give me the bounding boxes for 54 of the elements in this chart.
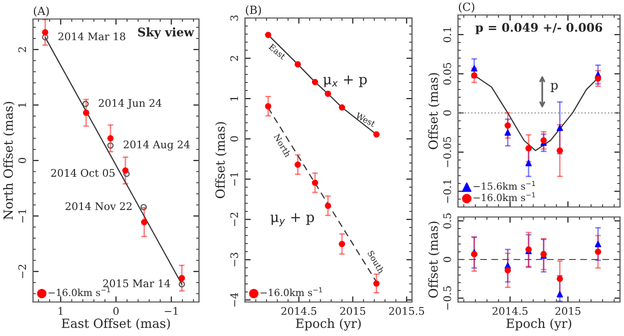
legend-label: −16.0km s$^{−1}$ [474,192,536,202]
y-tick-label: 0 [443,256,452,262]
chart-title: (A) [34,6,49,17]
y-axis-title: North Offset (mas) [3,102,15,220]
y-tick-label: −2 [18,264,26,278]
y-tick-label: 0.1 [443,28,452,42]
chart-title: (B) [246,5,261,16]
x-tick-label: 2014.5 [492,307,528,315]
annotation: μ$_{x}$ + p [323,76,367,88]
annotation: 2015 Mar 14 [103,279,170,288]
x-axis-title: Epoch (yr) [506,318,572,331]
annotation: 2014 Nov 22 [66,202,132,210]
y-tick-label: −3 [230,252,238,266]
x-tick-label: 2015 [555,307,580,315]
y-axis-title: Offset (mas) [428,73,440,150]
x-axis-title: East Offset (mas) [62,318,170,330]
y-tick-label: −1 [230,172,238,186]
legend-label: −16.0km s$^{−1}$ [260,287,322,296]
y-tick-label: 1 [18,103,26,108]
annotation: 2014 Aug 24 [124,140,190,151]
y-tick-label: 0 [18,158,26,164]
y-tick-label: −4 [230,292,238,307]
x-tick-label: 0 [113,307,119,315]
y-tick-label: −1 [18,210,26,223]
y-tick-label: 0 [230,136,238,142]
y-tick-label: −0.1 [443,180,452,203]
y-tick-label: −0.05 [443,136,452,167]
x-tick-label: 2014.5 [281,307,316,315]
annotation: 2014 Oct 05 [51,168,115,177]
x-tick-label: 2015.5 [389,307,424,315]
chart-title: (C) [458,2,474,13]
annotation: 2014 Mar 18 [58,32,126,40]
y-tick-label: 0.05 [443,62,452,85]
y-tick-label: 3 [230,15,238,21]
x-tick-label: 2015 [340,307,366,315]
annotation: p [550,82,558,92]
y-axis-title: Offset (mas) [215,122,227,198]
y-tick-label: 2 [18,47,26,52]
annotation: Sky view [138,27,194,39]
x-tick-label: 1 [58,307,62,315]
y-axis-title: Offset (mas) [428,222,440,298]
y-tick-label: 0 [443,110,452,116]
y-tick-label: −0.5 [443,286,452,310]
y-tick-label: 2 [230,56,238,61]
annotation: p = 0.049 +/- 0.006 [475,22,602,34]
y-tick-label: 0.5 [443,213,452,228]
x-tick-label: −1 [164,307,178,315]
legend-label: −15.6km s$^{−1}$ [474,180,536,190]
legend-label: −16.0km s$^{−1}$ [48,287,110,296]
y-tick-label: −2 [230,212,238,226]
x-axis-title: Epoch (yr) [296,318,361,331]
y-tick-label: 1 [230,96,238,101]
annotation: 2014 Jun 24 [98,99,162,109]
annotation: μ$_{y}$ + p [270,213,314,226]
